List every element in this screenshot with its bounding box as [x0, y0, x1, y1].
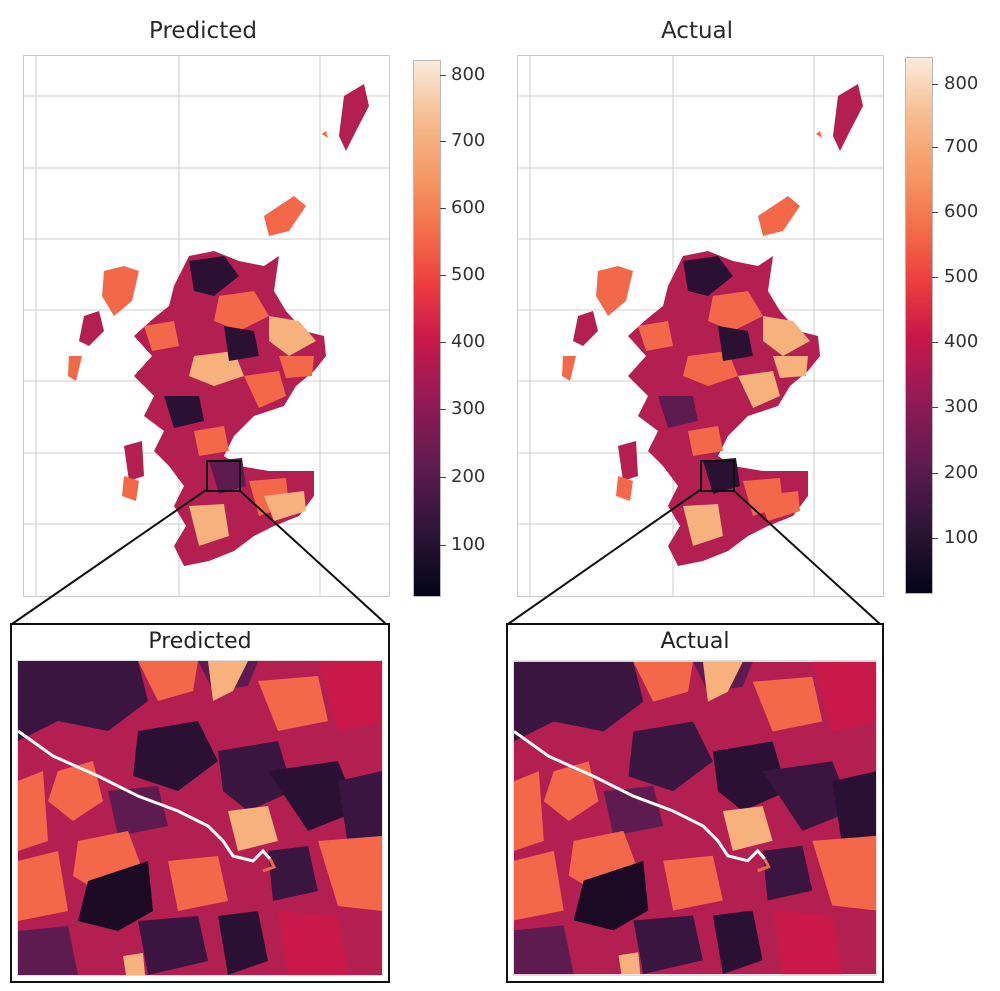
- cbar-tick: 700: [451, 130, 486, 151]
- cbar-tick: 100: [451, 534, 486, 555]
- cbar-tick: 800: [451, 64, 486, 85]
- cbar-tick: 500: [451, 264, 486, 285]
- scotland-map-predicted: [24, 56, 389, 596]
- scotland-shape: [68, 84, 369, 566]
- colorbar-actual: [905, 57, 933, 594]
- scotland-map-actual: [518, 56, 883, 596]
- cbar-tick: 500: [944, 266, 979, 287]
- cbar-tick: 400: [451, 331, 486, 352]
- cbar-tick: 400: [944, 331, 979, 352]
- zoom-box: [206, 460, 241, 492]
- inset-actual: Actual: [506, 623, 884, 983]
- map-title-actual: Actual: [660, 18, 734, 44]
- cbar-tick: 200: [451, 466, 486, 487]
- glasgow-detail-actual: [514, 661, 876, 975]
- inset-title-predicted: Predicted: [148, 629, 252, 654]
- cbar-tick: 700: [944, 136, 979, 157]
- colorbar-predicted: [413, 60, 441, 597]
- cbar-tick: 200: [944, 462, 979, 483]
- cbar-tick: 100: [944, 527, 979, 548]
- cbar-tick: 300: [944, 396, 979, 417]
- inset-predicted: Predicted: [10, 623, 390, 983]
- inset-map-actual: [513, 660, 877, 976]
- scotland-shape: [562, 84, 863, 566]
- zoom-box: [700, 460, 735, 492]
- glasgow-detail-predicted: [18, 661, 382, 975]
- cbar-tick: 600: [944, 201, 979, 222]
- inset-title-actual: Actual: [660, 629, 730, 654]
- map-plot-predicted: [23, 55, 390, 597]
- inset-map-predicted: [17, 660, 383, 976]
- cbar-tick: 600: [451, 197, 486, 218]
- cbar-tick: 300: [451, 398, 486, 419]
- map-plot-actual: [517, 55, 884, 597]
- cbar-tick: 800: [944, 73, 979, 94]
- map-title-predicted: Predicted: [149, 18, 257, 44]
